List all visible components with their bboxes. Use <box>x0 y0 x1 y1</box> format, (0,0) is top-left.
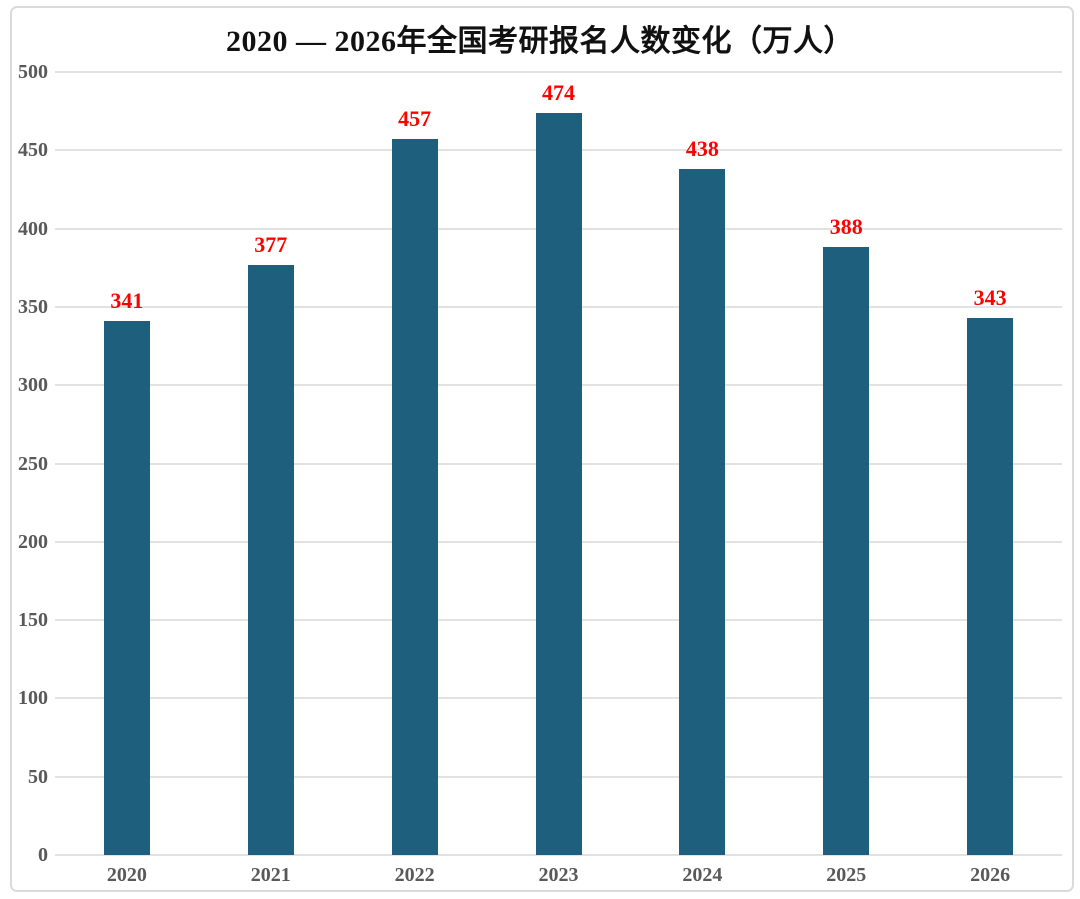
bar <box>391 139 438 855</box>
y-tick-label: 50 <box>28 765 48 788</box>
gridline <box>55 71 1062 73</box>
bar <box>535 112 582 855</box>
x-tick-label: 2022 <box>394 864 435 886</box>
x-tick-label: 2024 <box>682 864 723 886</box>
y-tick-label: 450 <box>18 139 48 162</box>
bar-value-label: 388 <box>829 214 863 240</box>
chart-title: 2020 — 2026年全国考研报名人数变化（万人） <box>226 25 854 58</box>
bar-value-label: 343 <box>973 284 1007 310</box>
y-tick-label: 500 <box>18 61 48 83</box>
y-tick-label: 0 <box>38 844 48 866</box>
bar <box>103 320 150 855</box>
bar-value-label: 438 <box>685 136 719 162</box>
x-tick-label: 2026 <box>970 864 1011 886</box>
bar-value-label: 377 <box>254 231 288 257</box>
y-tick-label: 250 <box>18 452 48 475</box>
bar-value-label: 474 <box>542 79 575 105</box>
y-tick-label: 300 <box>18 374 48 397</box>
y-tick-label: 350 <box>18 295 48 318</box>
bar <box>823 247 870 855</box>
x-tick-label: 2025 <box>826 864 867 886</box>
y-tick-label: 150 <box>18 609 48 632</box>
y-tick-label: 200 <box>18 530 48 553</box>
x-tick-label: 2020 <box>106 864 147 886</box>
x-tick-label: 2023 <box>538 864 579 886</box>
bar-value-label: 457 <box>398 106 432 132</box>
bar-value-label: 341 <box>110 287 144 313</box>
bar <box>679 169 726 855</box>
bar <box>967 317 1014 855</box>
y-tick-label: 100 <box>18 687 48 710</box>
x-tick-label: 2021 <box>250 864 291 886</box>
bar <box>247 264 294 855</box>
y-tick-label: 400 <box>18 217 48 240</box>
gridline <box>55 854 1062 856</box>
